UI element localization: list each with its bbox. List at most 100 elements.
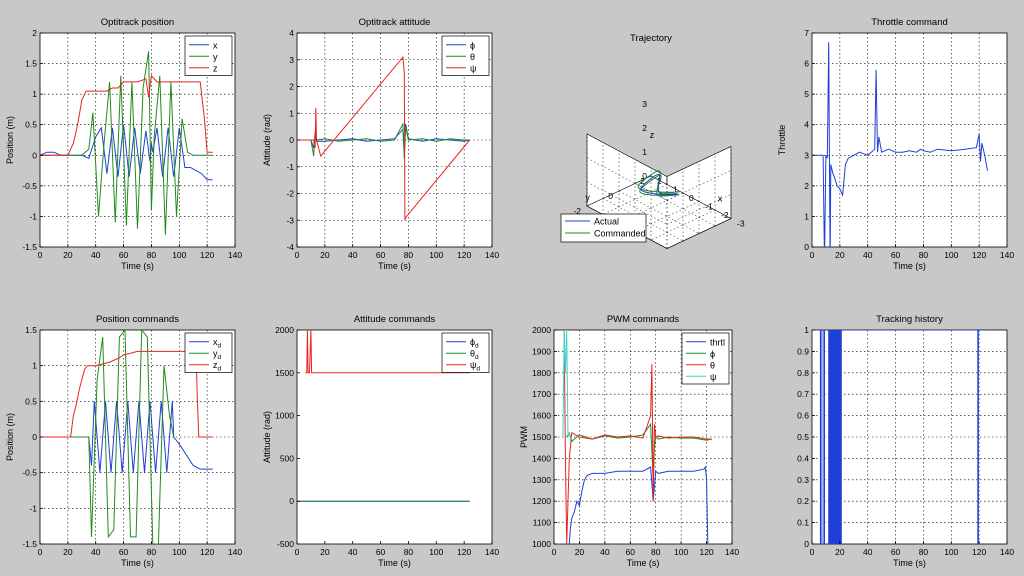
y-tick-label: 1 [32, 89, 37, 99]
series-line-2 [40, 74, 213, 156]
x-tick-label: -1 [705, 202, 713, 212]
x-tick-label: 20 [320, 547, 330, 557]
x-tick-label: 140 [228, 250, 242, 260]
y-tick-label: 1300 [532, 475, 551, 485]
x-tick-label: 120 [457, 250, 471, 260]
x-tick-label: 80 [919, 250, 929, 260]
y-tick-label: 0.2 [797, 496, 809, 506]
z-tick-label: 0 [642, 171, 647, 181]
subplot-0: 0 20 40 60 80 100 120 140 -1.5 -1 -0.5 0 0.5 1 1.5 2 Opt… [5, 17, 242, 271]
x-axis-label: Time (s) [121, 261, 154, 271]
y-tick-label: 1500 [275, 368, 294, 378]
x-tick-label: 40 [348, 250, 358, 260]
legend-label-sub: d [475, 354, 479, 361]
chart-title: Optitrack position [101, 17, 174, 28]
x-axis-label: Time (s) [893, 558, 926, 568]
y-tick-label: 2000 [532, 325, 551, 335]
legend-label: Commanded [594, 229, 646, 239]
grid-line [586, 157, 668, 201]
legend-label: ϕ [470, 40, 475, 50]
subplot-2: -3-2-1012-2020123xyzTrajectoryActualComm… [560, 33, 745, 249]
y-tick-label: 0.1 [797, 518, 809, 528]
x-tick-label: 0 [295, 547, 300, 557]
legend-label-base: y [213, 348, 218, 358]
x-axis-label: x [718, 193, 723, 203]
legend-label: x [213, 40, 218, 50]
grid-line [586, 133, 668, 177]
chart-title: Trajectory [630, 33, 672, 44]
chart-title: Position commands [96, 314, 179, 325]
subplot-3: 0 20 40 60 80 100 120 140 0 1 2 3 4 5 6 7 Throttle comma… [777, 17, 1014, 271]
x-tick-label: 40 [863, 547, 873, 557]
legend-label-sub: d [218, 342, 222, 349]
z-tick-label: 1 [642, 147, 647, 157]
z-tick-label: 3 [642, 99, 647, 109]
y-tick-label: -2 [573, 206, 581, 216]
legend-label-sub: d [475, 342, 479, 349]
x-tick-label: 100 [429, 250, 443, 260]
y-tick-label: 7 [804, 28, 809, 38]
x-tick-label: 80 [147, 250, 157, 260]
x-axis-label: Time (s) [627, 558, 660, 568]
x-tick-label: 100 [172, 250, 186, 260]
series-line-3 [562, 330, 573, 441]
legend-label: ψd [470, 360, 480, 373]
x-tick-label: 20 [575, 547, 585, 557]
x-tick-label: 80 [404, 250, 414, 260]
y-tick-label: 1 [289, 108, 294, 118]
legend-label: z [213, 63, 218, 73]
grid-line [634, 183, 716, 227]
y-tick-label: -2 [286, 189, 294, 199]
y-tick-label: 1.5 [25, 325, 37, 335]
chart-title: Attitude commands [354, 314, 436, 325]
x-tick-label: 100 [429, 547, 443, 557]
y-tick-label: -1 [286, 162, 294, 172]
y-tick-label: 1900 [532, 346, 551, 356]
y-tick-label: 5 [804, 89, 809, 99]
x-tick-label: 40 [863, 250, 873, 260]
legend: ϕθψ [441, 35, 490, 76]
legend-label: yd [213, 348, 222, 361]
legend-label: thrtl [710, 337, 725, 347]
x-tick-label: 20 [835, 547, 845, 557]
x-tick-label: 120 [972, 547, 986, 557]
legend-box [560, 213, 647, 243]
series-line-0 [554, 465, 709, 544]
legend-label: zd [213, 360, 222, 373]
x-tick-label: 60 [891, 547, 901, 557]
y-tick-label: 0 [804, 539, 809, 549]
y-tick-label: 0.7 [797, 389, 809, 399]
x-tick-label: 100 [944, 547, 958, 557]
y-tick-label: 1000 [532, 539, 551, 549]
x-tick-label: 1 [673, 185, 678, 195]
x-axis-label: Time (s) [378, 261, 411, 271]
y-tick-label: 1000 [275, 411, 294, 421]
y-tick-label: -1 [29, 503, 37, 513]
y-axis-label: Attitude (rad) [262, 114, 272, 166]
y-axis-label: Position (m) [5, 413, 15, 461]
series-line-actual [640, 174, 678, 196]
x-tick-label: 100 [674, 547, 688, 557]
y-tick-label: 1 [804, 211, 809, 221]
y-tick-label: 1100 [533, 518, 552, 528]
y-tick-label: 2 [804, 181, 809, 191]
series-line-1 [40, 330, 175, 544]
y-tick-label: 2 [32, 28, 37, 38]
legend-label-sub: d [476, 365, 480, 372]
legend-label: xd [213, 337, 222, 350]
legend-label: ϕd [470, 337, 479, 350]
y-tick-label: 0 [32, 432, 37, 442]
legend-label-base: ψ [470, 360, 476, 370]
x-tick-label: 140 [485, 547, 499, 557]
y-tick-label: 1800 [532, 368, 551, 378]
x-tick-label: 120 [200, 250, 214, 260]
x-tick-label: 120 [200, 547, 214, 557]
y-tick-label: 1.5 [25, 59, 37, 69]
y-tick-label: -1.5 [22, 242, 37, 252]
filled-band [828, 330, 842, 544]
y-tick-label: -4 [286, 242, 294, 252]
x-tick-label: 80 [651, 547, 661, 557]
subplot-6: 0 20 40 60 80 100 120 140 1000 1100 1200 1300 1400 15… [519, 314, 739, 568]
y-tick-label: 0.9 [797, 346, 809, 356]
